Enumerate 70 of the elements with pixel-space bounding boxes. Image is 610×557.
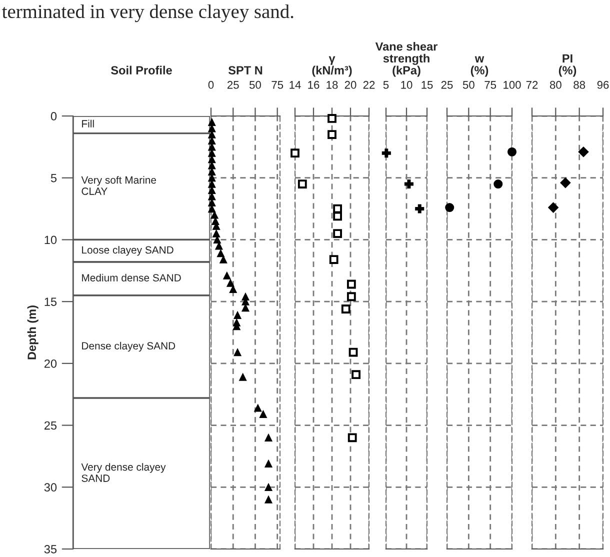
point	[226, 279, 234, 287]
point	[333, 212, 342, 221]
x-tick-label: 88	[574, 80, 586, 89]
point	[333, 204, 342, 214]
point	[346, 292, 356, 302]
y-tick-label: 20	[44, 359, 57, 368]
series-label: Loose clayey SAND	[82, 246, 174, 256]
y-tick-label: 30	[44, 483, 57, 492]
point	[264, 496, 272, 504]
point	[216, 250, 225, 258]
point	[264, 460, 272, 468]
point	[333, 229, 342, 238]
chart-title: w (%)	[470, 56, 488, 77]
series-label: Very soft Marine CLAY	[81, 176, 156, 195]
y-tick-label: 35	[44, 545, 57, 554]
y-tick-label: 25	[44, 421, 57, 430]
x-tick-label: 22	[363, 80, 375, 89]
series-label: Fill	[82, 120, 94, 128]
y-tick-label: 0	[50, 112, 57, 120]
x-tick-label: 100	[504, 80, 521, 89]
x-tick-label: 14	[290, 81, 301, 89]
series-label: Dense clayey SAND	[82, 342, 176, 352]
point	[346, 280, 356, 289]
point	[348, 348, 358, 357]
x-tick-label: 80	[550, 80, 562, 89]
point	[254, 404, 262, 412]
chart-title: Soil Profile	[111, 66, 172, 74]
point	[208, 118, 216, 126]
point	[328, 130, 336, 140]
point	[234, 311, 242, 320]
point	[298, 180, 307, 188]
x-tick-label: 20	[344, 80, 356, 89]
series-label: Very dense clayey SAND	[81, 463, 166, 482]
point	[348, 433, 357, 442]
point	[329, 255, 338, 264]
x-tick-label: 96	[597, 80, 609, 89]
x-tick-label: 16	[308, 80, 320, 89]
point	[290, 148, 300, 158]
point	[352, 370, 360, 380]
x-tick-label: 0	[208, 80, 214, 89]
x-tick-label: 75	[272, 81, 284, 89]
x-tick-label: 75	[484, 81, 496, 89]
point	[259, 410, 268, 418]
point	[223, 272, 231, 280]
x-tick-label: 50	[462, 80, 474, 89]
point	[341, 304, 350, 314]
y-tick-label: 15	[44, 298, 57, 306]
chart-title: PI (%)	[558, 54, 576, 77]
x-tick-label: 18	[326, 80, 338, 89]
point	[328, 114, 336, 123]
x-tick-label: 25	[441, 80, 453, 89]
x-tick-label: 25	[227, 80, 239, 89]
y-tick-label: 10	[44, 236, 57, 244]
text: terminated in very dense clayey sand.	[2, 4, 294, 22]
x-tick-label: 72	[526, 80, 538, 89]
chart-title: γ (kN/m³)	[312, 56, 352, 77]
point	[239, 373, 247, 381]
x-tick-label: 5	[383, 81, 389, 89]
chart-title: SPT N	[228, 66, 262, 74]
x-tick-label: 50	[249, 80, 261, 89]
point	[234, 348, 242, 356]
point	[264, 434, 272, 442]
y-tick-label: 5	[50, 174, 57, 182]
point	[264, 483, 272, 491]
point	[212, 230, 220, 238]
y-axis-title: Depth (m)	[27, 306, 38, 360]
x-tick-label: 15	[422, 81, 433, 89]
series-label: Medium dense SAND	[82, 274, 181, 282]
chart-title: Vane shear strength (kPa)	[375, 42, 438, 77]
x-tick-label: 10	[401, 80, 412, 89]
